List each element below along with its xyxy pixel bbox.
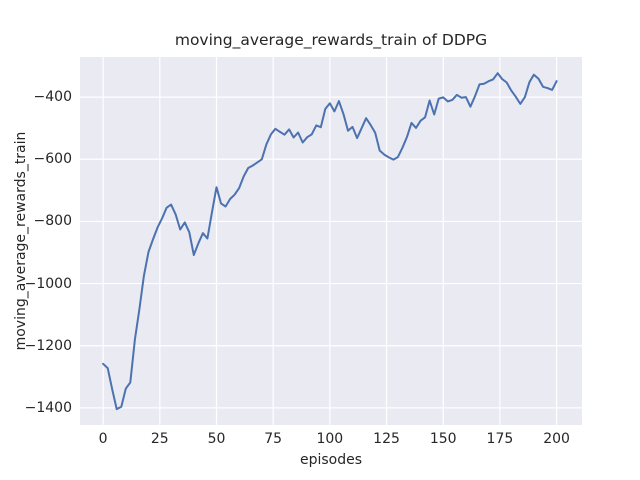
y-tick-label: −600 [33, 151, 72, 168]
line-plot-svg [80, 57, 582, 425]
x-tick-label: 100 [316, 431, 344, 447]
y-tick-label: −1000 [24, 275, 72, 292]
x-tick-label: 25 [150, 431, 169, 447]
x-tick-label: 50 [207, 431, 226, 447]
x-tick-label: 200 [543, 431, 570, 447]
x-tick-label: 125 [373, 431, 400, 447]
x-tick-label: 175 [486, 431, 514, 447]
x-tick-label: 75 [264, 431, 283, 447]
series-line [102, 72, 558, 411]
y-tick-label: −800 [33, 213, 72, 230]
x-axis-label: episodes [299, 452, 363, 468]
y-axis-label: moving_average_rewards_train [13, 131, 29, 351]
chart-title: moving_average_rewards_train of DDPG [174, 31, 488, 49]
y-tick-label: −400 [33, 89, 72, 106]
plot-area [80, 57, 582, 425]
x-tick-label: 150 [429, 431, 457, 447]
x-tick-label: 0 [98, 431, 108, 447]
y-tick-label: −1400 [24, 399, 72, 416]
y-tick-label: −1200 [24, 337, 72, 354]
